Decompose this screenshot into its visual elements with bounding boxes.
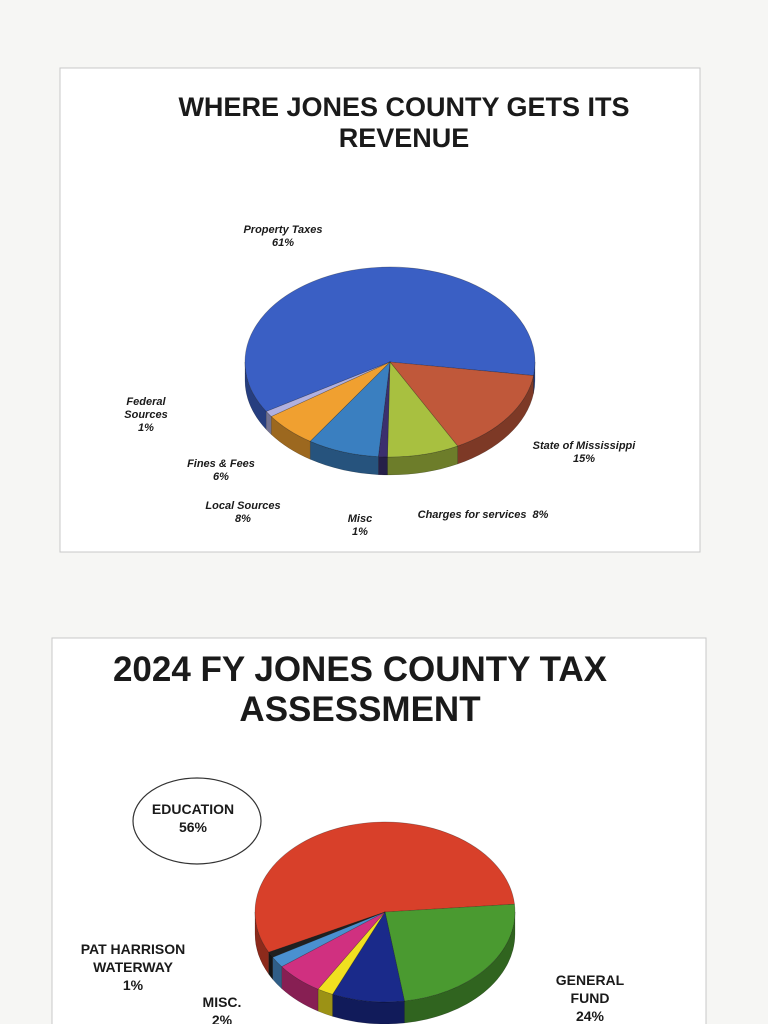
value-label: 6%: [213, 471, 229, 483]
category-label: Misc: [347, 513, 373, 525]
slice: [389, 361, 534, 447]
chart-title: WHERE JONES COUNTY GETS ITS REVENUE: [178, 92, 630, 154]
slice-label: Property Taxes 61%: [228, 224, 338, 250]
category-label: Property Taxes: [243, 224, 323, 236]
slice-label: Federal Sources 1%: [111, 396, 181, 435]
category-label: Federal Sources: [124, 396, 168, 421]
slice-side: [378, 456, 388, 476]
slice: [272, 911, 386, 968]
value-label: 61%: [271, 237, 295, 249]
value-label: 2%: [211, 1012, 233, 1024]
slice-label: GENERAL FUND 24%: [540, 971, 640, 1024]
category-label: Charges for services: [417, 509, 527, 521]
slice-label: Local Sources 8%: [188, 500, 298, 526]
slice-label: PAT HARRISON WATERWAY 1%: [63, 940, 203, 994]
slice: [244, 266, 536, 412]
value-label: 8%: [235, 513, 251, 525]
slice: [268, 911, 386, 958]
value-label: 24%: [575, 1008, 605, 1024]
slice-side: [270, 415, 311, 460]
slice: [309, 361, 391, 458]
slice-label: Charges for services 8%: [383, 509, 583, 522]
slice-label: State of Mississippi 15%: [514, 440, 654, 466]
slice-label: Fines & Fees 6%: [171, 458, 271, 484]
slice: [384, 903, 516, 1002]
value-label: 1%: [122, 977, 144, 993]
value-label: 1%: [352, 526, 368, 538]
category-label: EDUCATION: [151, 801, 235, 817]
slice-label: MISC. 2%: [182, 993, 262, 1024]
category-label: Fines & Fees: [187, 458, 255, 470]
slice: [317, 911, 386, 995]
chart-title: 2024 FY JONES COUNTY TAX ASSESSMENT: [112, 650, 608, 730]
slice: [254, 821, 515, 953]
value-label: 1%: [138, 422, 154, 434]
category-label: MISC.: [202, 994, 242, 1010]
value-label: 15%: [572, 453, 596, 465]
slice: [387, 361, 459, 458]
slice-label: EDUCATION 56%: [133, 800, 253, 836]
value-label: 56%: [178, 819, 208, 835]
slice: [265, 361, 391, 417]
category-label: State of Mississippi: [532, 440, 636, 452]
slice: [281, 911, 386, 990]
hand-drawn-circle: [132, 777, 262, 865]
slice: [332, 911, 405, 1003]
category-label: PAT HARRISON WATERWAY: [80, 941, 186, 975]
category-label: Local Sources: [205, 500, 281, 512]
slice: [270, 361, 391, 442]
value-label: 8%: [532, 509, 549, 521]
slice: [378, 361, 391, 458]
slice-label: Misc 1%: [335, 513, 385, 539]
category-label: GENERAL FUND: [555, 972, 625, 1006]
